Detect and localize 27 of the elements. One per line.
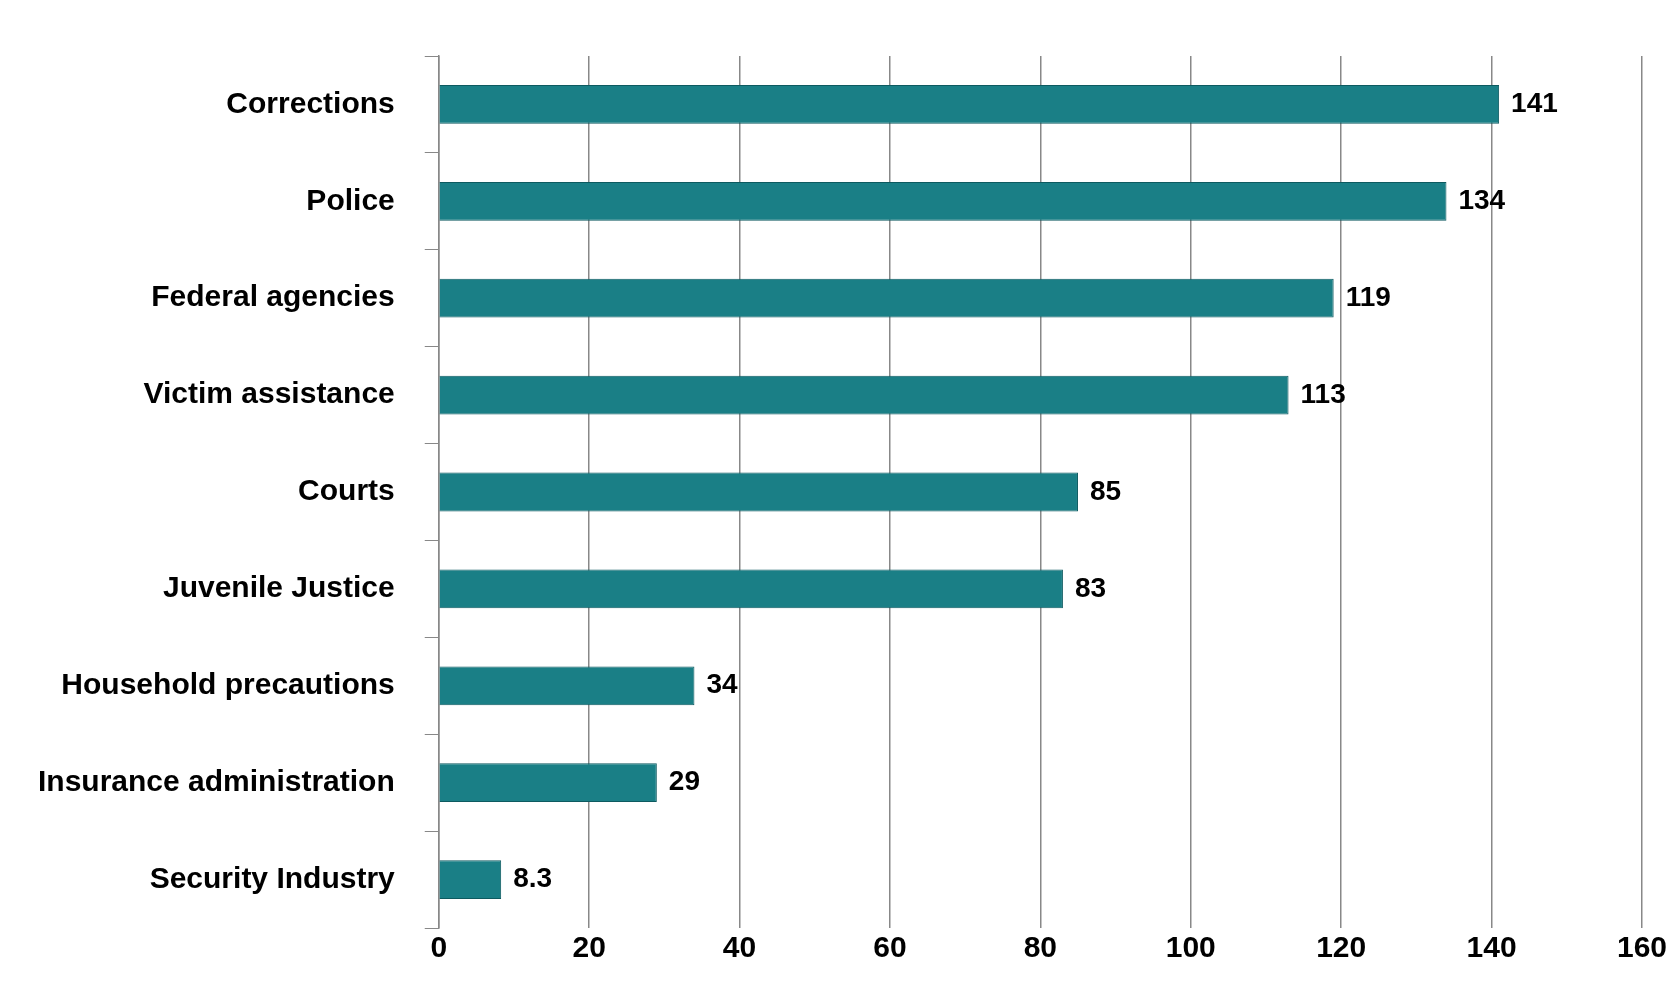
y-tick-label: Security Industry — [149, 860, 396, 894]
data-label: 83 — [1074, 571, 1107, 603]
x-tick-label: 100 — [1165, 930, 1216, 964]
y-tick-label: Insurance administration — [38, 763, 395, 797]
data-label: 34 — [706, 668, 739, 700]
x-tick-label: 20 — [572, 930, 606, 964]
y-tick-label: Household precautions — [61, 667, 395, 701]
x-tick-label: 120 — [1316, 930, 1367, 964]
data-label: 113 — [1300, 377, 1346, 409]
data-label: 8.3 — [513, 862, 553, 894]
y-tick-label: Juvenile Justice — [162, 570, 395, 604]
data-label: 29 — [668, 765, 700, 797]
x-tick-label: 160 — [1616, 930, 1668, 964]
data-label: 119 — [1345, 280, 1391, 312]
data-label: 85 — [1089, 474, 1122, 506]
x-tick-label: 0 — [430, 930, 448, 964]
y-tick-label: Federal agencies — [151, 279, 395, 313]
y-tick-label: Corrections — [226, 85, 395, 119]
x-tick-label: 80 — [1023, 930, 1058, 964]
data-label: 134 — [1458, 184, 1506, 216]
y-tick-label: Police — [306, 182, 395, 216]
x-tick-label: 40 — [722, 930, 757, 964]
y-tick-label: Courts — [298, 473, 395, 507]
data-label: 141 — [1511, 87, 1558, 119]
x-tick-label: 60 — [873, 930, 907, 964]
x-tick-label: 140 — [1466, 930, 1517, 964]
y-tick-label: Victim assistance — [143, 376, 395, 410]
